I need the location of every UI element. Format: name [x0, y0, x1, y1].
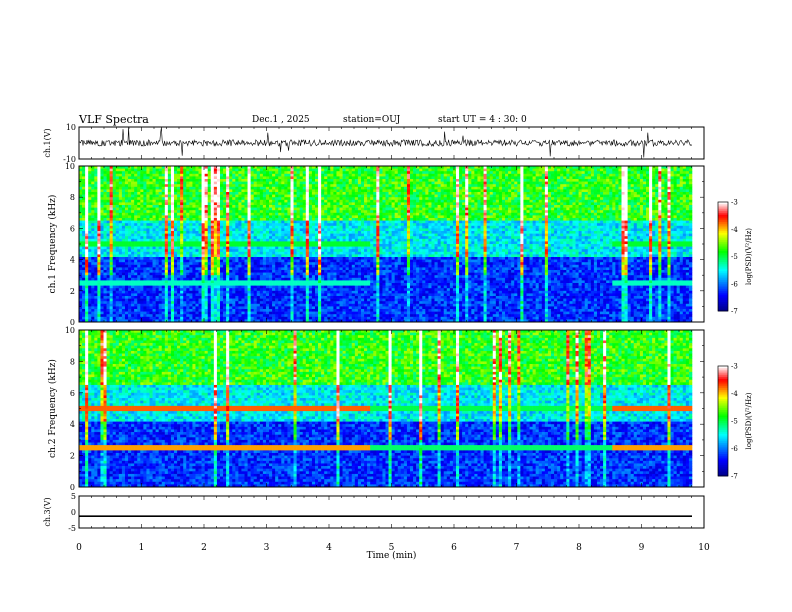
ch2-ytick-2: 2: [70, 452, 75, 461]
ch1-colorbar: [718, 202, 728, 312]
ch2-colorbar-frame: [717, 365, 729, 477]
ch3-ylabel: ch.3(V): [43, 497, 52, 526]
ch2-ytick-6: 6: [70, 389, 75, 398]
x-tick-label-0: 0: [76, 543, 82, 553]
x-tick-label-8: 8: [576, 543, 582, 553]
x-tick-label-7: 7: [514, 543, 520, 553]
ch2-colorbar: [718, 366, 728, 477]
ch1-ytick-2: 2: [70, 287, 75, 296]
ch1-ytick-10: 10: [65, 162, 75, 171]
ch2-ylabel: ch.2 Frequency (kHz): [47, 359, 58, 458]
x-tick-label-10: 10: [698, 543, 710, 553]
ch2-colorbar-tick: -4: [731, 390, 738, 398]
x-tick-label-2: 2: [201, 543, 207, 553]
ch1-spectrogram-image: [79, 166, 693, 323]
date-label: Dec.1 , 2025: [252, 115, 310, 125]
ch2-ytick-10: 10: [65, 326, 75, 335]
ch1-ytick-10: 10: [66, 123, 76, 132]
ch3-x-ticks: [78, 496, 705, 528]
ch1-ytick-6: 6: [70, 224, 75, 233]
x-tick-label-1: 1: [139, 543, 145, 553]
ch2-ytick-4: 4: [70, 420, 75, 429]
ch2-colorbar-tick: -5: [731, 418, 738, 426]
ch1-x-ticks: [78, 127, 705, 159]
ch2-colorbar-tick: -6: [731, 445, 738, 453]
ch1-ytick-4: 4: [70, 256, 75, 265]
ch2-colorbar-label: log(PSD)(V²/Hz): [745, 392, 753, 449]
ch2-x-ticks: [78, 330, 705, 487]
ch1-colorbar-tick: -3: [731, 199, 738, 207]
start-time-label: start UT = 4 : 30: 0: [438, 115, 527, 125]
ch1-ytick-0: 0: [70, 318, 75, 327]
ch2-y-ticks: [79, 329, 704, 488]
ch1-x-ticks: [78, 166, 705, 322]
ch2-ytick-0: 0: [70, 483, 75, 492]
ch1-ylabel: ch.1 Frequency (kHz): [47, 195, 58, 294]
ch2-ytick-8: 8: [70, 357, 75, 366]
ch1-waveform-line: [78, 127, 693, 158]
ch1-colorbar-tick: -4: [731, 226, 738, 234]
ch1-colorbar-tick: -7: [731, 308, 738, 316]
x-tick-label-5: 5: [389, 543, 395, 553]
x-tick-label-4: 4: [326, 543, 332, 553]
station-label: station=OUJ: [343, 115, 400, 125]
chart-title: VLF Spectra: [79, 113, 149, 126]
ch1-ytick-minus10: -10: [63, 155, 76, 164]
ch2-colorbar-tick: -3: [731, 363, 738, 371]
ch2-spectrogram-image: [79, 330, 693, 488]
ch3-ytick-0: 0: [71, 508, 76, 517]
ch3-waveform-frame: [78, 495, 705, 529]
x-tick-label-6: 6: [451, 543, 457, 553]
ch1-ytick-8: 8: [70, 193, 75, 202]
ch3-ytick-5: 5: [71, 492, 76, 501]
x-tick-label-3: 3: [264, 543, 270, 553]
ch1-colorbar-frame: [717, 201, 729, 312]
x-axis-label: Time (min): [367, 550, 417, 561]
ch3-ytick-minus5: -5: [68, 524, 76, 533]
ch1-ylabel: ch.1(V): [43, 128, 52, 157]
ch1-colorbar-tick: -6: [731, 280, 738, 288]
ch1-y-ticks: [79, 165, 704, 323]
ch1-colorbar-tick: -5: [731, 253, 738, 261]
x-tick-label-9: 9: [639, 543, 645, 553]
ch1-colorbar-label: log(PSD)(V²/Hz): [745, 228, 753, 285]
ch2-colorbar-tick: -7: [731, 473, 738, 481]
